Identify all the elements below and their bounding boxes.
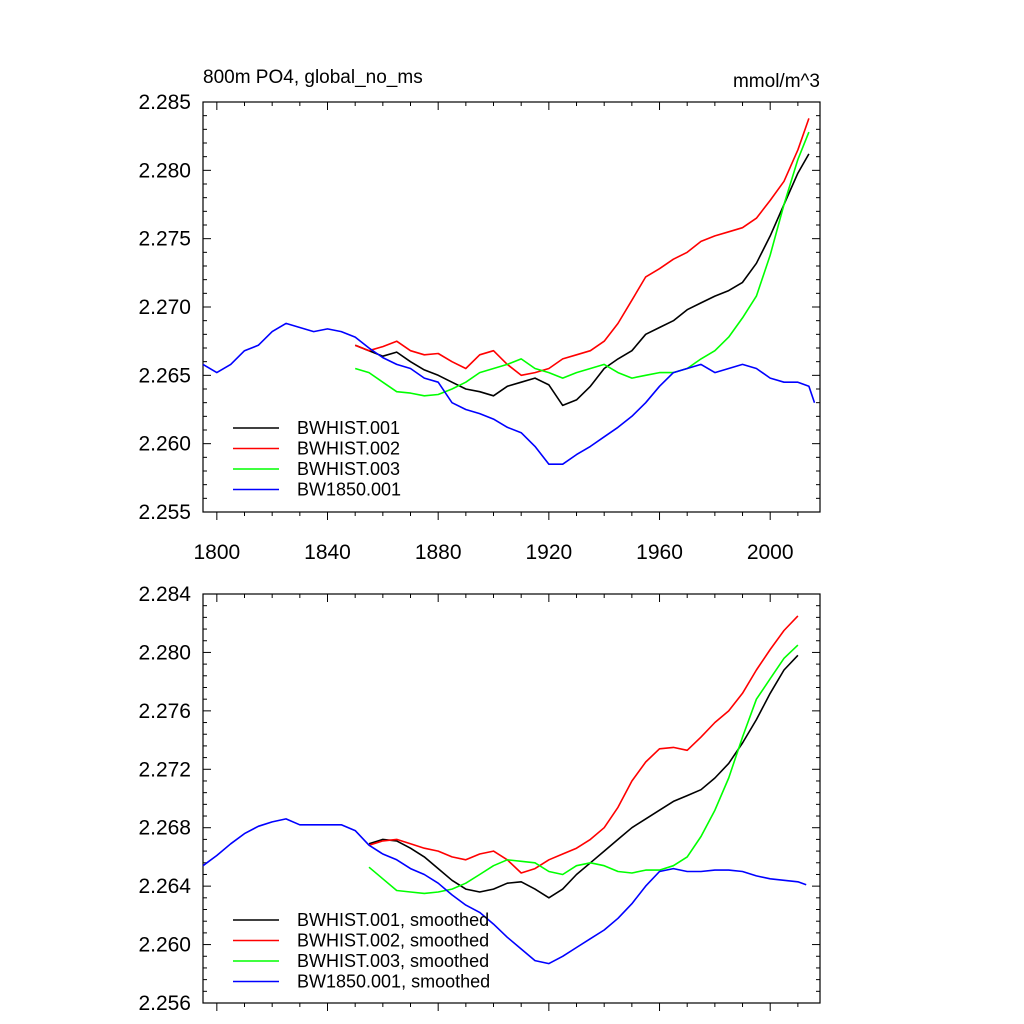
- y-tick-label: 2.280: [138, 159, 191, 182]
- legend-label: BWHIST.002, smoothed: [297, 931, 489, 951]
- legend-label: BW1850.001: [297, 480, 401, 500]
- legend-label: BW1850.001, smoothed: [297, 972, 490, 992]
- x-tick-label: 2000: [747, 541, 794, 564]
- series-line-4: [202, 818, 807, 965]
- y-tick-label: 2.264: [138, 875, 191, 898]
- x-tick-label: 1800: [193, 541, 240, 564]
- y-tick-label: 2.275: [138, 228, 191, 251]
- top-chart-panel: 800m PO4, global_no_ms mmol/m^3 2.2552.2…: [138, 67, 821, 564]
- y-tick-label: 2.270: [138, 296, 191, 319]
- legend-label: BWHIST.002: [297, 439, 400, 459]
- plot-frame: [202, 101, 821, 513]
- y-tick-label: 2.260: [138, 934, 191, 957]
- x-tick-label: 1920: [525, 541, 572, 564]
- legend-label: BWHIST.001, smoothed: [297, 910, 489, 930]
- y-tick-label: 2.260: [138, 433, 191, 456]
- series-line-1: [368, 654, 799, 899]
- series-line-2: [368, 615, 799, 874]
- bottom-chart-panel: 2.256 2.260 2.264 2.268 2.272 2.276 2.280 2.284…: [138, 583, 821, 1015]
- legend-label: BWHIST.003, smoothed: [297, 951, 489, 971]
- series-line-2: [354, 118, 810, 377]
- x-tick-label: 1880: [415, 541, 462, 564]
- top-plot-area: 2.255 2.260 2.265 2.270 2.275 2.280 2.285 1800 1…: [138, 91, 821, 564]
- legend-label: BWHIST.003: [297, 459, 400, 479]
- chart-units-label: mmol/m^3: [733, 71, 820, 92]
- chart-title: 800m PO4, global_no_ms: [203, 67, 423, 88]
- plot-frame: [202, 593, 821, 1004]
- series-line-3: [368, 644, 799, 895]
- legend-label: BWHIST.001: [297, 418, 400, 438]
- y-tick-label: 2.256: [138, 992, 191, 1015]
- x-tick-label: 1840: [304, 541, 351, 564]
- bottom-plot-area: 2.256 2.260 2.264 2.268 2.272 2.276 2.280 2.284…: [138, 583, 821, 1015]
- y-tick-label: 2.265: [138, 364, 191, 387]
- y-tick-label: 2.276: [138, 700, 191, 723]
- y-tick-label: 2.284: [138, 583, 191, 606]
- y-tick-label: 2.268: [138, 817, 191, 840]
- x-tick-label: 1960: [636, 541, 683, 564]
- y-tick-label: 2.272: [138, 758, 191, 781]
- y-tick-label: 2.255: [138, 501, 191, 524]
- series-line-1: [354, 153, 810, 407]
- y-tick-label: 2.280: [138, 641, 191, 664]
- y-tick-label: 2.285: [138, 91, 191, 114]
- series-line-4: [202, 322, 816, 466]
- series-line-3: [354, 131, 810, 397]
